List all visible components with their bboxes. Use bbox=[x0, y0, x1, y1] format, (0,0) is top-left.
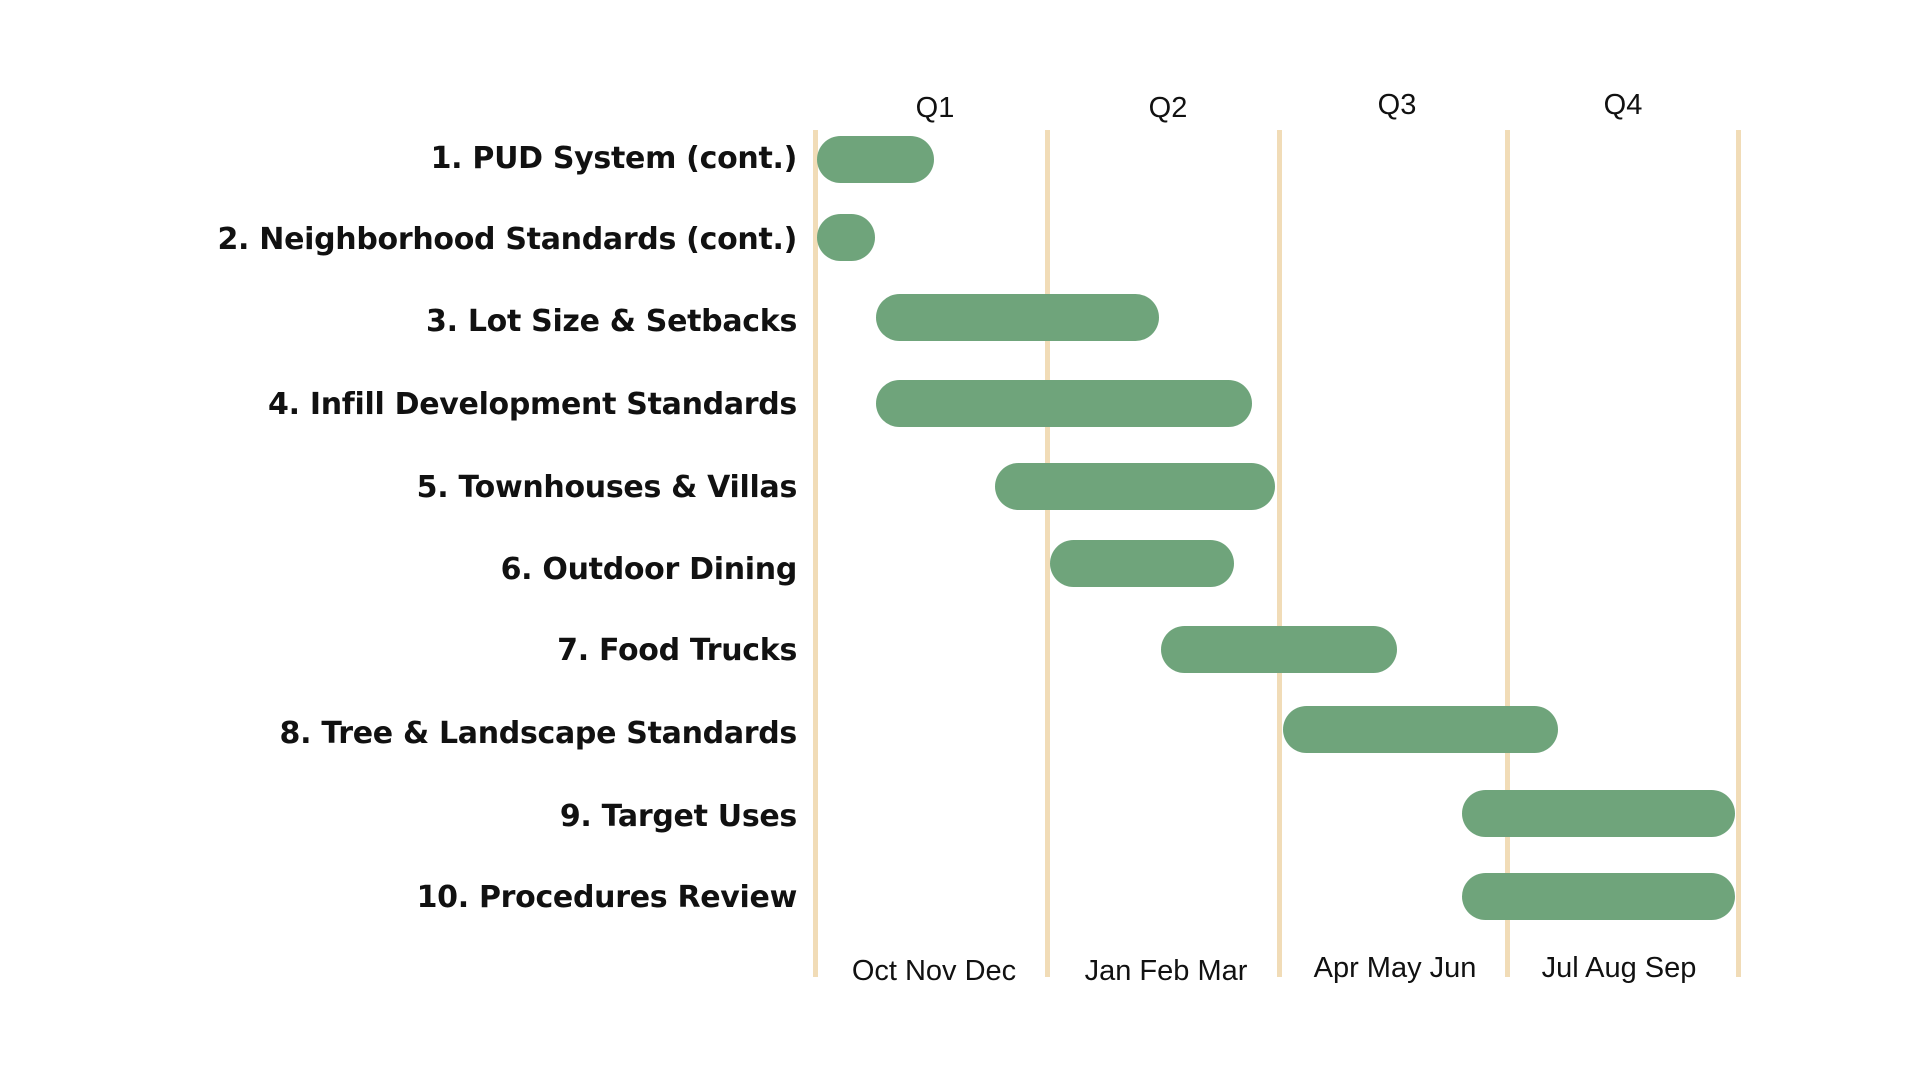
task-label-2: 2. Neighborhood Standards (cont.) bbox=[217, 222, 797, 257]
task-label-6: 6. Outdoor Dining bbox=[500, 552, 798, 587]
task-label-7: 7. Food Trucks bbox=[557, 633, 797, 668]
task-label-5: 5. Townhouses & Villas bbox=[416, 470, 798, 505]
gridline-q2-start bbox=[1045, 130, 1050, 977]
task-bar-6 bbox=[1050, 540, 1234, 587]
task-label-1: 1. PUD System (cont.) bbox=[430, 141, 798, 176]
month-label-q3: Apr May Jun bbox=[1313, 952, 1477, 984]
task-bar-4 bbox=[876, 380, 1252, 427]
task-bar-1 bbox=[817, 136, 934, 183]
task-bar-8 bbox=[1283, 706, 1558, 753]
quarter-label-q1: Q1 bbox=[915, 92, 955, 124]
task-bar-3 bbox=[876, 294, 1159, 341]
month-label-q2: Jan Feb Mar bbox=[1084, 955, 1248, 987]
gridline-q1-start bbox=[813, 130, 818, 977]
gridline-q3-start bbox=[1277, 130, 1282, 977]
task-bar-10 bbox=[1462, 873, 1735, 920]
month-label-q1: Oct Nov Dec bbox=[851, 955, 1017, 987]
task-label-10: 10. Procedures Review bbox=[416, 880, 798, 915]
task-bar-5 bbox=[995, 463, 1275, 510]
quarter-label-q3: Q3 bbox=[1377, 89, 1417, 121]
gridline-q4-end bbox=[1736, 130, 1741, 977]
quarter-label-q4: Q4 bbox=[1603, 89, 1643, 121]
month-label-q4: Jul Aug Sep bbox=[1541, 952, 1697, 984]
task-bar-2 bbox=[817, 214, 875, 261]
task-bar-7 bbox=[1161, 626, 1397, 673]
task-label-3: 3. Lot Size & Setbacks bbox=[426, 304, 797, 339]
quarter-label-q2: Q2 bbox=[1148, 92, 1188, 124]
task-label-8: 8. Tree & Landscape Standards bbox=[279, 716, 798, 751]
task-label-4: 4. Infill Development Standards bbox=[268, 387, 797, 422]
task-label-9: 9. Target Uses bbox=[559, 799, 797, 834]
task-bar-9 bbox=[1462, 790, 1735, 837]
gridline-q4-start bbox=[1505, 130, 1510, 977]
